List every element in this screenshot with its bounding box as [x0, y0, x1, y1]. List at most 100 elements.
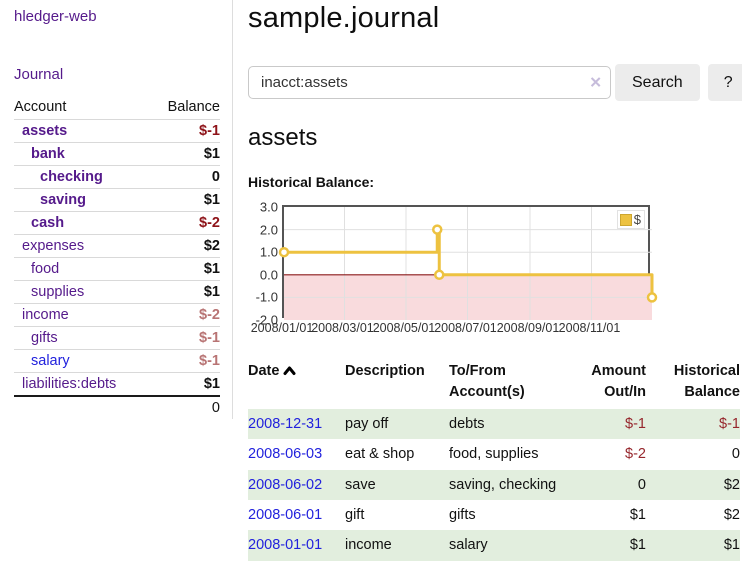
account-balance: $1 [150, 188, 220, 212]
transaction-amount: $-1 [575, 409, 648, 440]
sidebar: hledger-web Journal Account Balance asse… [0, 0, 233, 419]
transaction-balance: $-1 [648, 409, 740, 440]
account-row: salary $-1 [14, 349, 220, 373]
search-button[interactable]: Search [615, 64, 700, 101]
sort-ascending-icon [283, 366, 296, 375]
transaction-accounts: food, supplies [449, 446, 539, 463]
register-column-to-from: To/From Account(s) [449, 363, 525, 401]
chart-y-tick-label: -2.0 [255, 312, 278, 328]
account-link-supplies[interactable]: supplies [31, 284, 85, 300]
account-link-salary[interactable]: salary [31, 353, 70, 369]
transaction-balance: 0 [731, 446, 740, 463]
register-column-description: Description [345, 363, 425, 379]
chart-y-tick-label: 3.0 [259, 199, 278, 215]
transaction-date-link[interactable]: 2008-06-03 [248, 446, 323, 463]
account-row: cash $-2 [14, 211, 220, 235]
account-balance: $-1 [150, 119, 220, 143]
chart-y-tick-label: -1.0 [255, 289, 278, 305]
account-link-income[interactable]: income [22, 307, 69, 323]
account-balance: $1 [150, 142, 220, 166]
account-row: income $-2 [14, 303, 220, 327]
account-balance: $-1 [150, 349, 220, 373]
transaction-date-link[interactable]: 2008-06-02 [248, 476, 323, 493]
account-link-cash[interactable]: cash [31, 215, 65, 231]
account-link-liabilities-debts[interactable]: liabilities:debts [22, 376, 117, 392]
account-link-expenses[interactable]: expenses [22, 238, 85, 254]
account-row: checking 0 [14, 165, 220, 189]
register-rows: 2008-12-31 pay off debts $-1 $-1 2008-06-03 ea… [248, 409, 740, 561]
transaction-date-link[interactable]: 2008-12-31 [248, 416, 323, 433]
legend-swatch-icon [619, 213, 632, 226]
chart-y-tick-label: 2.0 [259, 222, 278, 238]
account-row: bank $1 [14, 142, 220, 166]
chart-label: Historical Balance: [248, 174, 375, 190]
search-input[interactable] [248, 66, 611, 99]
account-balance: $1 [150, 257, 220, 281]
transaction-accounts: salary [449, 530, 575, 561]
account-link-checking[interactable]: checking [40, 169, 103, 185]
sidebar-item-journal[interactable]: Journal [14, 66, 64, 83]
legend-series-label: $ [633, 212, 641, 227]
transaction-date-link[interactable]: 2008-01-01 [248, 537, 323, 554]
account-balance: $1 [150, 280, 220, 304]
transaction-description: income [345, 530, 449, 561]
account-balance: $1 [150, 372, 220, 396]
account-link-assets[interactable]: assets [22, 123, 68, 139]
chart-x-tick-label: 2008/11/01 [558, 321, 621, 335]
account-title: assets [248, 124, 318, 151]
clear-search-icon[interactable]: ✕ [589, 74, 602, 91]
transaction-description: eat & shop [345, 446, 415, 463]
transaction-amount: 0 [575, 469, 648, 500]
chart-x-tick-label: 2008/07/01 [434, 321, 497, 335]
account-row: supplies $1 [14, 280, 220, 304]
transaction-balance: $2 [723, 506, 740, 523]
register-column-date[interactable]: Date [248, 359, 345, 409]
transaction-description: gift [345, 506, 365, 523]
balance-chart: $ 3.0 2.0 1.0 0.0 -1.0 -2.0 2008/01/01 2008/03… [251, 200, 658, 336]
chart-x-tick-label: 2008/05/01 [372, 321, 436, 335]
chart-y-tick-label: 1.0 [259, 244, 278, 260]
main-content: sample.journal ✕ Search ? assets Histori… [233, 0, 742, 561]
chart-legend: $ [616, 210, 645, 229]
register-row: 2008-01-01 income salary $1 $1 [248, 530, 740, 561]
register-row: 2008-06-01 gift gifts $1 $2 [248, 500, 740, 530]
register-column-historical: Historical Balance [673, 363, 740, 401]
chart-x-tick-label: 2008/09/01 [496, 321, 560, 335]
accounts-list: assets $-1 bank $1 checking 0 saving $1 cash $-2 e… [14, 119, 220, 396]
account-row: food $1 [14, 257, 220, 281]
transaction-accounts: debts [449, 409, 575, 440]
accounts-total-row: 0 [14, 395, 220, 419]
chart-x-tick-label: 2008/01/01 [250, 321, 314, 335]
chart-x-axis-labels: 2008/01/01 2008/03/01 2008/05/01 2008/07/01… [251, 318, 650, 336]
search-bar: ✕ Search ? [248, 64, 742, 101]
transaction-amount: $1 [575, 530, 648, 561]
chart-x-tick-label: 2008/03/01 [311, 321, 374, 335]
account-row: saving $1 [14, 188, 220, 212]
accounts-total-spacer [14, 395, 151, 419]
account-balance: 0 [150, 165, 220, 189]
register-row: 2008-06-02 save saving, checking 0 $2 [248, 469, 740, 500]
help-button[interactable]: ? [707, 64, 742, 101]
transaction-description: save [345, 469, 449, 500]
accounts-header-balance: Balance [167, 99, 220, 115]
brand-link[interactable]: hledger-web [14, 8, 97, 25]
account-row: expenses $2 [14, 234, 220, 258]
account-row: assets $-1 [14, 119, 220, 143]
accounts-header-account: Account [14, 99, 67, 115]
accounts-table: Account Balance assets $-1 bank $1 checking 0… [14, 96, 220, 419]
register-row: 2008-06-03 eat & shop food, supplies $-2 0 [248, 439, 740, 469]
account-balance: $2 [150, 234, 220, 258]
account-balance: $-1 [150, 326, 220, 350]
transaction-amount: $1 [629, 506, 646, 523]
transaction-date-link[interactable]: 2008-06-01 [248, 506, 323, 523]
register-header-row: Date Description To/From Account(s) Amount Ou… [248, 359, 740, 409]
chart-canvas [278, 207, 658, 320]
account-link-gifts[interactable]: gifts [31, 330, 58, 346]
account-link-saving[interactable]: saving [40, 192, 86, 208]
search-input-wrap: ✕ [248, 66, 611, 99]
account-link-bank[interactable]: bank [31, 146, 65, 162]
account-balance: $-2 [150, 211, 220, 235]
account-link-food[interactable]: food [31, 261, 60, 277]
account-row: liabilities:debts $1 [14, 372, 220, 396]
account-balance: $-2 [150, 303, 220, 327]
